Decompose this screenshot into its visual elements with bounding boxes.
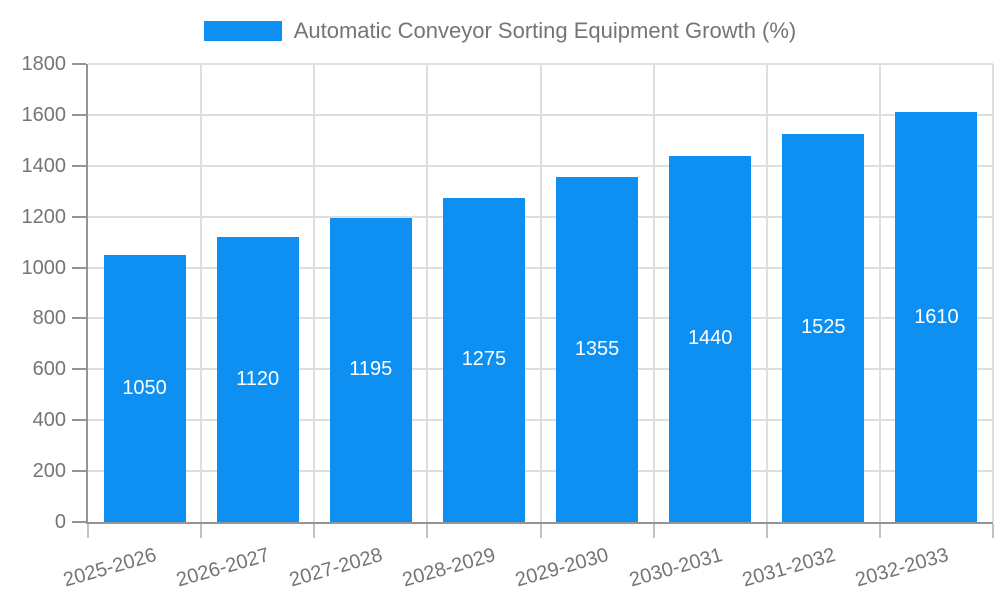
- y-tick-mark: [72, 164, 86, 167]
- x-tick-mark: [87, 524, 89, 538]
- y-tick-label: 600: [32, 358, 66, 381]
- x-tick-mark: [992, 524, 994, 538]
- y-tick-label: 1400: [21, 154, 67, 177]
- y-axis-line: [86, 64, 88, 524]
- bar[interactable]: 1195: [329, 217, 412, 522]
- bar[interactable]: 1355: [556, 177, 639, 522]
- bar-value-label: 1355: [574, 338, 620, 361]
- bar[interactable]: 1610: [895, 112, 978, 522]
- y-tick-label: 400: [32, 409, 66, 432]
- bar[interactable]: 1275: [442, 197, 525, 522]
- bar-value-label: 1050: [122, 376, 167, 399]
- y-tick-label: 800: [32, 307, 66, 330]
- x-tick-mark: [200, 524, 203, 538]
- y-tick-mark: [72, 266, 86, 269]
- legend-swatch: [203, 21, 282, 41]
- y-tick-mark: [72, 63, 86, 65]
- y-tick-label: 1000: [21, 256, 67, 279]
- y-tick-label: 200: [32, 460, 66, 483]
- x-axis-line: [86, 522, 993, 524]
- y-tick-label: 1800: [21, 53, 67, 75]
- x-tick-label: 2030-2031: [626, 543, 725, 592]
- y-tick-mark: [72, 317, 86, 320]
- bar[interactable]: 1120: [216, 237, 299, 522]
- bar[interactable]: 1050: [103, 254, 186, 522]
- bar-value-label: 1440: [687, 327, 733, 350]
- chart-title: Automatic Conveyor Sorting Equipment Gro…: [293, 18, 797, 43]
- x-tick-label: 2029-2030: [513, 543, 612, 592]
- legend[interactable]: Automatic Conveyor Sorting Equipment Gro…: [0, 18, 1000, 44]
- x-tick-mark: [878, 524, 881, 538]
- y-tick-label: 1200: [21, 205, 67, 228]
- y-tick-mark: [72, 113, 86, 116]
- y-tick-mark: [72, 521, 86, 523]
- bar-value-label: 1525: [801, 316, 846, 339]
- bar-value-label: 1275: [461, 348, 507, 371]
- x-tick-label: 2025-2026: [60, 543, 159, 592]
- y-tick-mark: [72, 215, 86, 218]
- y-tick-label: 0: [54, 511, 66, 533]
- x-tick-label: 2027-2028: [287, 543, 386, 592]
- grid-line-v: [652, 64, 655, 522]
- x-tick-mark: [313, 524, 316, 538]
- grid-line-v: [200, 64, 203, 522]
- x-tick-mark: [652, 524, 655, 538]
- y-tick-label: 1600: [21, 103, 67, 126]
- grid-line-v: [313, 64, 316, 522]
- y-tick-mark: [72, 470, 86, 473]
- grid-line-v: [765, 64, 768, 522]
- bar-value-label: 1120: [236, 368, 280, 390]
- bar[interactable]: 1440: [669, 155, 752, 522]
- x-tick-mark: [765, 524, 768, 538]
- x-tick-label: 2028-2029: [400, 543, 499, 592]
- grid-line-v: [426, 64, 429, 522]
- bar[interactable]: 1525: [782, 133, 865, 522]
- grid-line-v: [992, 64, 994, 522]
- bar-value-label: 1610: [914, 305, 959, 328]
- x-tick-label: 2032-2033: [852, 543, 951, 592]
- x-tick-mark: [539, 524, 542, 538]
- y-tick-mark: [72, 368, 86, 371]
- bar-value-label: 1195: [349, 358, 393, 381]
- grid-line-v: [878, 64, 881, 522]
- x-tick-label: 2031-2032: [739, 543, 838, 592]
- x-tick-label: 2026-2027: [174, 543, 273, 592]
- x-tick-mark: [426, 524, 429, 538]
- grid-line-v: [539, 64, 542, 522]
- y-tick-mark: [72, 419, 86, 422]
